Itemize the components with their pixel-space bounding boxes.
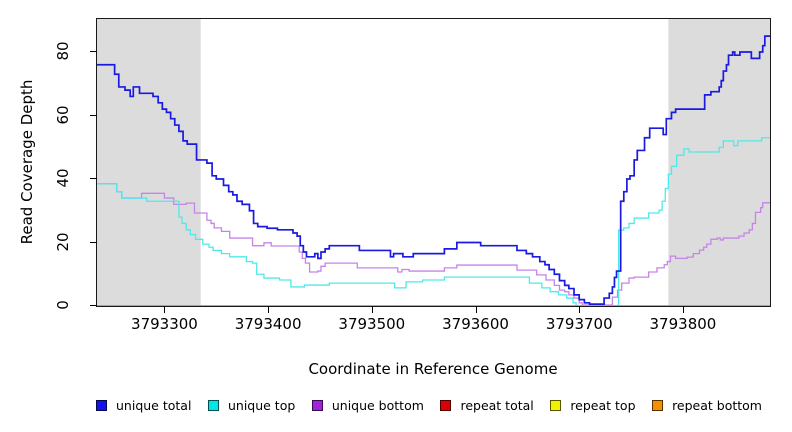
legend-swatch	[550, 400, 562, 411]
y-tick-mark	[90, 51, 97, 53]
x-tick-label: 3793400	[234, 315, 302, 333]
y-tick-label: 40	[54, 168, 72, 188]
x-tick-mark	[579, 306, 581, 313]
legend-item-repeat-bottom: repeat bottom	[652, 398, 762, 413]
x-axis-title: Coordinate in Reference Genome	[308, 360, 558, 378]
legend-swatch	[440, 400, 452, 411]
legend-item-unique-top: unique top	[207, 398, 296, 413]
x-tick-label: 3793300	[131, 315, 198, 333]
y-axis-title: Read Coverage Depth	[18, 79, 36, 245]
legend: unique total unique top unique bottom repea…	[96, 398, 762, 413]
legend-swatch	[311, 400, 323, 411]
y-tick-mark	[90, 305, 97, 306]
legend-label: unique total	[116, 398, 192, 413]
plot-area	[96, 18, 771, 307]
legend-swatch	[207, 400, 219, 411]
x-tick-mark	[371, 306, 373, 313]
x-tick-mark	[268, 306, 270, 313]
legend-item-unique-bottom: unique bottom	[311, 398, 424, 413]
x-tick-label: 3793600	[442, 315, 509, 333]
legend-swatch	[96, 400, 107, 411]
legend-swatch	[652, 400, 664, 411]
x-tick-mark	[164, 306, 166, 313]
y-tick-label: 80	[54, 41, 72, 61]
y-tick-label: 0	[54, 300, 72, 310]
x-tick-label: 3793700	[545, 315, 613, 333]
legend-label: repeat bottom	[672, 398, 762, 413]
legend-item-repeat-top: repeat top	[550, 398, 636, 413]
legend-label: repeat top	[570, 398, 636, 413]
series-line-unique-top	[97, 137, 770, 306]
series-line-unique-bottom	[97, 183, 770, 306]
legend-label: repeat total	[460, 398, 534, 413]
x-tick-mark	[682, 306, 684, 313]
x-tick-mark	[475, 306, 477, 313]
legend-item-unique-total: unique total	[96, 398, 191, 413]
legend-item-repeat-total: repeat total	[440, 398, 534, 413]
y-tick-mark	[90, 241, 97, 243]
legend-label: unique bottom	[331, 398, 424, 413]
y-tick-label: 20	[54, 231, 72, 252]
shaded-region	[97, 19, 201, 306]
series-line-unique-total	[97, 35, 770, 305]
x-tick-label: 3793800	[649, 315, 717, 333]
chart-canvas	[97, 19, 770, 306]
y-tick-mark	[90, 178, 97, 179]
x-tick-label: 3793500	[338, 315, 406, 333]
shaded-region	[668, 19, 770, 306]
legend-label: unique top	[227, 398, 296, 413]
y-tick-label: 60	[54, 104, 72, 125]
y-tick-mark	[90, 114, 97, 116]
